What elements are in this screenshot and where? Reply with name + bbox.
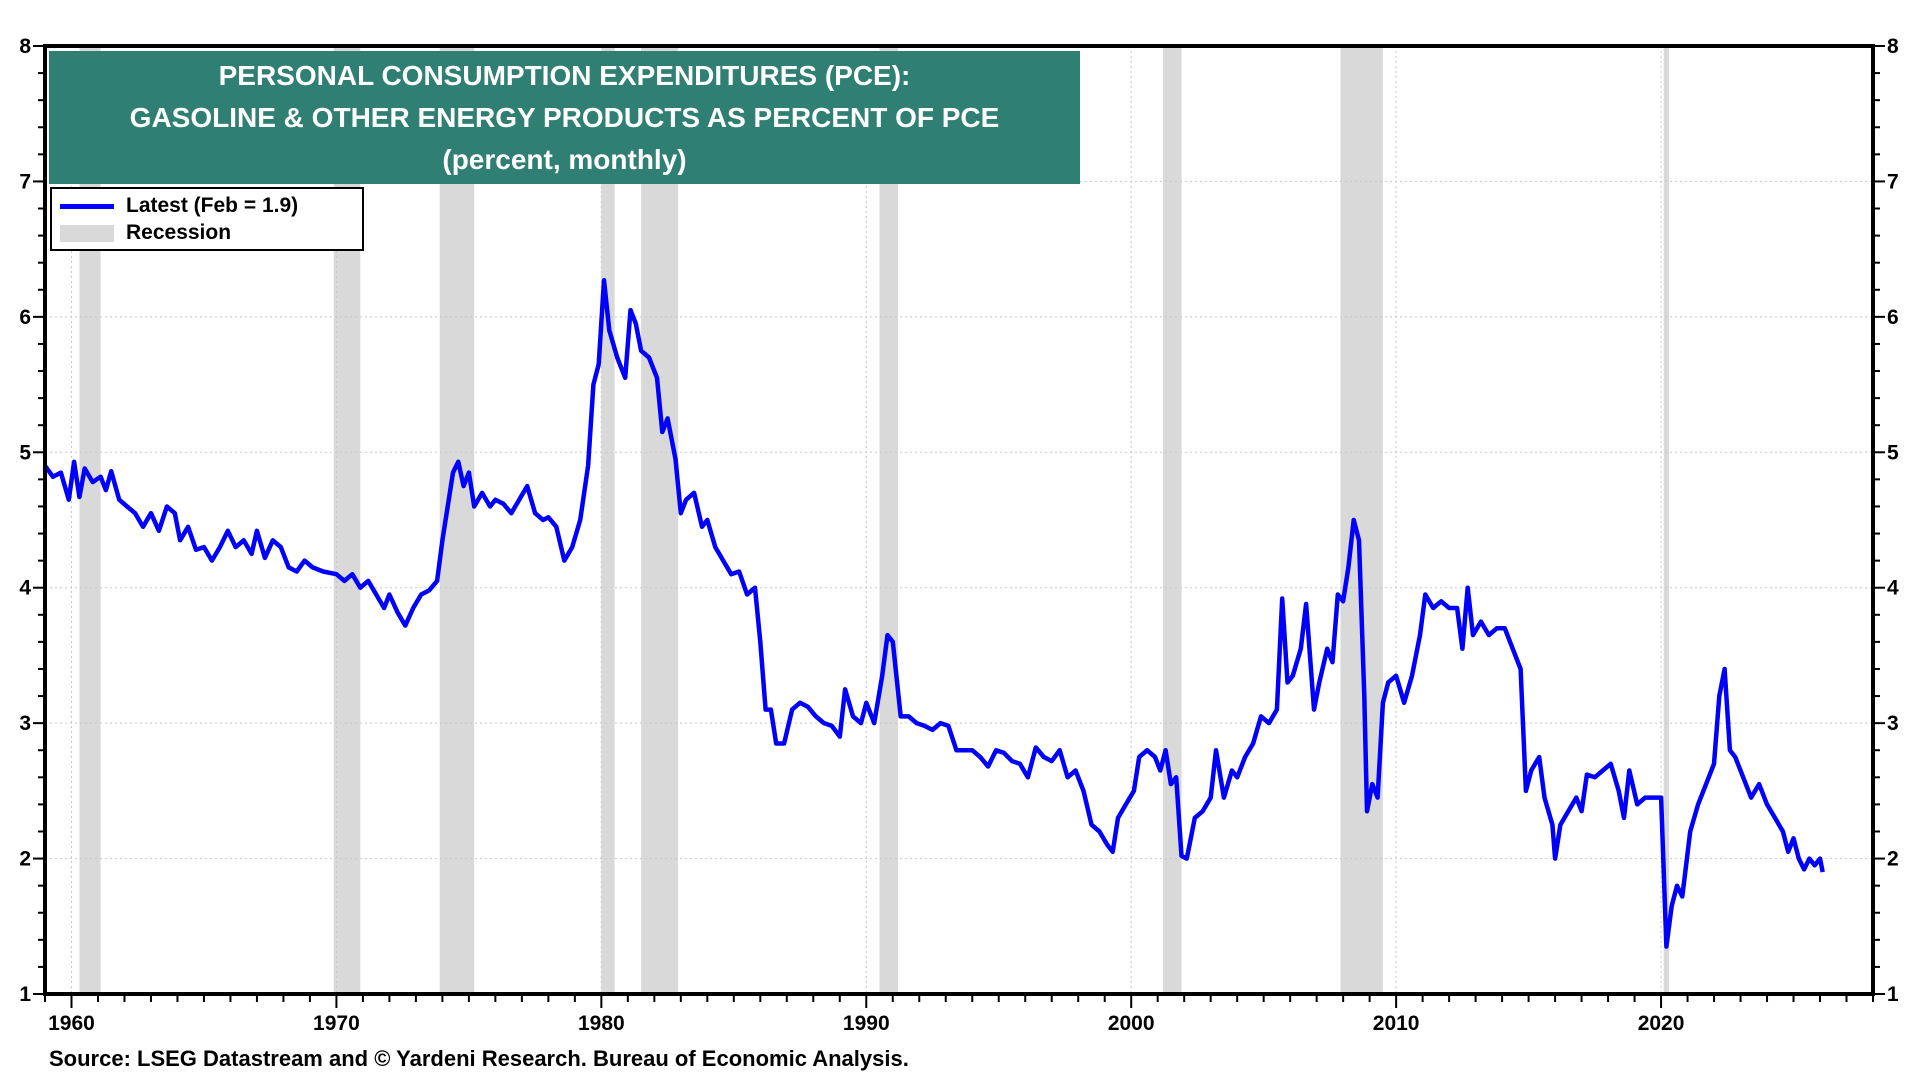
y-tick-label-right: 2 — [1887, 848, 1899, 871]
y-tick-label-right: 3 — [1887, 712, 1899, 735]
legend-label-latest: Latest (Feb = 1.9) — [126, 194, 299, 217]
chart-subtitle: GASOLINE & OTHER ENERGY PRODUCTS AS PERC… — [129, 102, 1000, 133]
y-tick-label-left: 3 — [19, 712, 31, 735]
series-line — [43, 278, 1825, 949]
legend-item-recession: Recession — [60, 221, 231, 245]
plot-frame — [43, 44, 1875, 996]
x-tick-label: 1970 — [313, 1012, 360, 1035]
y-tick-label-right: 4 — [1887, 577, 1899, 600]
chart-title-box: PERSONAL CONSUMPTION EXPENDITURES (PCE):… — [49, 51, 1080, 184]
recession-band — [1663, 46, 1670, 994]
recession-band — [1162, 46, 1182, 994]
y-tick-label-left: 8 — [19, 35, 31, 58]
series-latest — [43, 278, 1825, 949]
y-tick-label-right: 7 — [1887, 170, 1899, 193]
recession-band — [601, 46, 615, 994]
y-tick-label-left: 4 — [19, 577, 31, 600]
y-tick-label-left: 7 — [19, 170, 31, 193]
legend-item-latest: Latest (Feb = 1.9) — [60, 194, 298, 218]
x-tick-label: 2010 — [1373, 1012, 1420, 1035]
axes: 1 1 2 2 3 3 4 4 5 5 6 6 7 7 8 8 1960 1970 1980 1990 2000 2010… — [19, 35, 1899, 1035]
recession-band — [641, 46, 679, 994]
recession-band — [1340, 46, 1383, 994]
legend-recession-swatch — [60, 224, 114, 242]
y-tick-label-right: 8 — [1887, 35, 1899, 58]
recession-band — [879, 46, 899, 994]
legend: Latest (Feb = 1.9) Recession — [50, 187, 364, 251]
y-tick-label-left: 5 — [19, 441, 31, 464]
y-tick-label-right: 5 — [1887, 441, 1899, 464]
x-tick-label: 1990 — [843, 1012, 890, 1035]
x-tick-label: 1960 — [48, 1012, 95, 1035]
legend-label-recession: Recession — [126, 221, 232, 244]
x-tick-label: 1980 — [578, 1012, 625, 1035]
legend-line-swatch — [60, 203, 114, 209]
y-tick-label-left: 1 — [19, 983, 31, 1006]
x-tick-label: 2000 — [1108, 1012, 1155, 1035]
chart-units-note: (percent, monthly) — [442, 144, 687, 175]
y-tick-label-right: 1 — [1887, 983, 1899, 1006]
chart-title: PERSONAL CONSUMPTION EXPENDITURES (PCE): — [218, 60, 911, 91]
source-note: Source: LSEG Datastream and © Yardeni Re… — [49, 1046, 909, 1071]
x-tick-label: 2020 — [1638, 1012, 1685, 1035]
y-tick-label-left: 6 — [19, 306, 31, 329]
y-tick-label-right: 6 — [1887, 306, 1899, 329]
y-tick-label-left: 2 — [19, 848, 31, 871]
recession-band — [79, 46, 101, 994]
